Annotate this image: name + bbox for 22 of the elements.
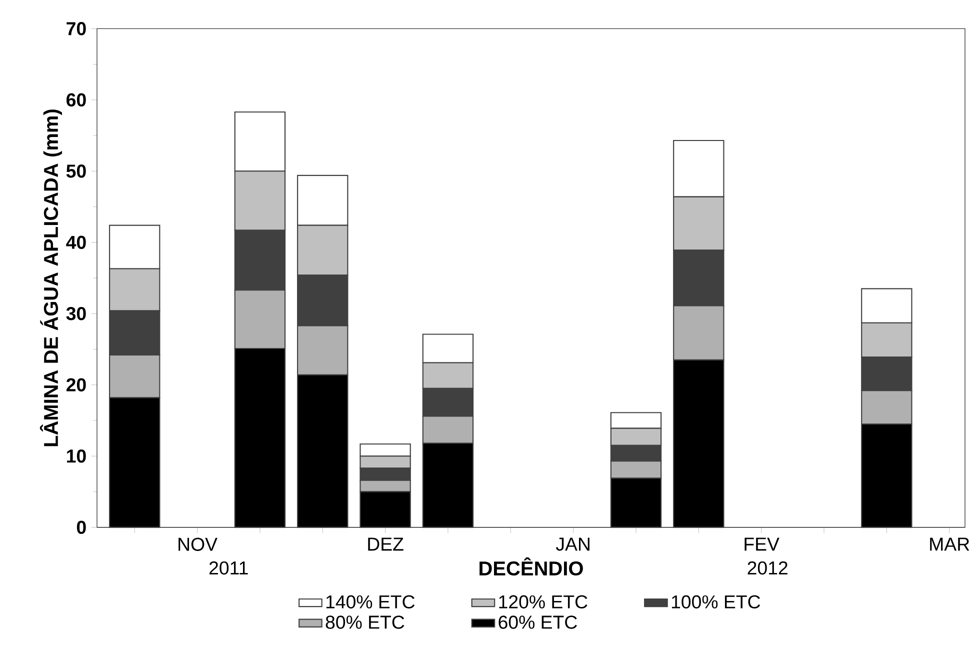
legend-label: 80% ETC xyxy=(326,616,404,629)
text: 2011 xyxy=(209,561,248,575)
y-tick-label: 40 xyxy=(66,236,86,249)
legend-label: 120% ETC xyxy=(499,595,588,608)
y-tick-label: 20 xyxy=(66,378,86,392)
text: 2012 xyxy=(748,561,788,575)
x-axis-title: DECÊNDIO xyxy=(480,557,583,576)
x-tick-label: MAR xyxy=(930,538,970,551)
legend-label: 100% ETC xyxy=(672,595,760,608)
x-tick-label: DEZ xyxy=(368,538,404,551)
y-tick-label: 70 xyxy=(66,22,86,36)
legend-label: 140% ETC xyxy=(326,595,415,608)
x-tick-label: NOV xyxy=(178,538,218,551)
x-tick-label: JAN xyxy=(556,538,590,551)
y-tick-label: 10 xyxy=(67,449,86,463)
x-tick-label: FEV xyxy=(744,538,780,551)
y-tick-label: 30 xyxy=(66,306,86,320)
y-tick-label: 60 xyxy=(66,93,86,107)
legend-label: 60% ETC xyxy=(498,616,577,629)
y-tick-label: 50 xyxy=(66,164,86,178)
y-axis-title: LÂMINA DE ÁGUA APLICADA (mm) xyxy=(40,110,62,446)
y-tick-label: 0 xyxy=(76,520,86,534)
